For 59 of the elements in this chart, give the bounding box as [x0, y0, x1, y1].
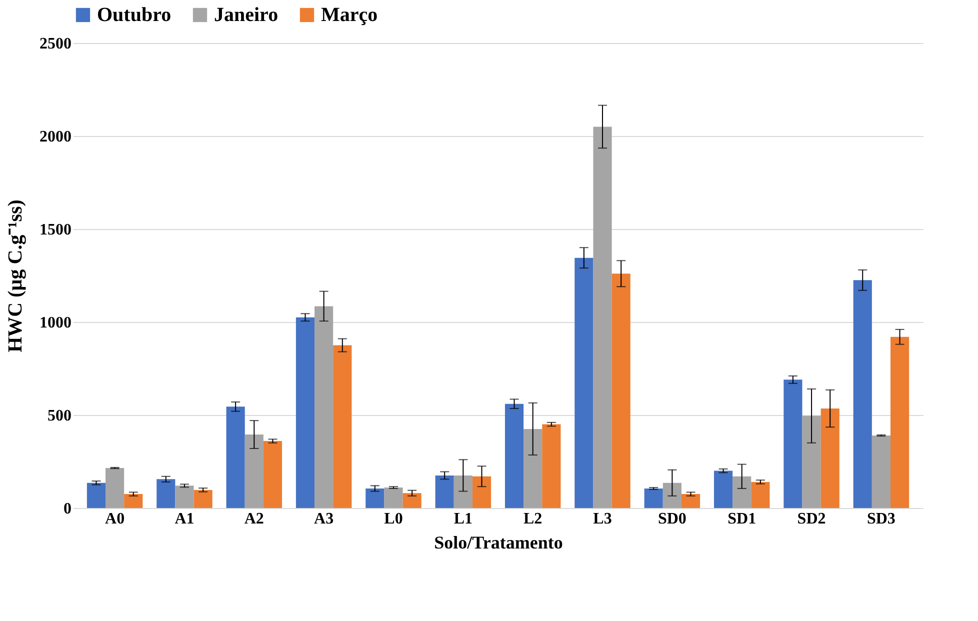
bar — [662, 482, 682, 508]
bar — [106, 468, 124, 508]
bar — [644, 488, 663, 508]
x-tick-label: SD1 — [728, 510, 756, 528]
bar — [156, 479, 176, 508]
x-axis-title: Solo/Tratamento — [434, 532, 563, 552]
bar — [402, 493, 422, 508]
bar — [472, 476, 492, 508]
legend-label: Março — [321, 4, 378, 26]
y-tick-label: 1500 — [40, 222, 72, 238]
bar — [732, 476, 752, 508]
y-tick-label: 2000 — [40, 128, 72, 146]
bar — [175, 486, 194, 508]
y-tick-label: 1000 — [40, 314, 72, 332]
bar — [890, 336, 910, 508]
bar — [593, 126, 612, 508]
bar — [226, 406, 245, 508]
legend-label: Outubro — [97, 4, 172, 26]
x-tick-label: L3 — [593, 510, 612, 528]
bar — [784, 380, 802, 508]
bar — [524, 428, 542, 508]
bar — [244, 434, 264, 508]
bar — [296, 317, 315, 508]
bar — [435, 475, 454, 508]
bar — [124, 494, 143, 508]
bar — [853, 280, 872, 508]
x-tick-label: A2 — [244, 510, 264, 528]
bar — [454, 475, 472, 508]
bar — [86, 482, 106, 508]
legend-label: Janeiro — [214, 4, 278, 26]
y-tick-label: 500 — [48, 408, 72, 424]
bar — [263, 441, 282, 508]
y-axis-title: HWC (µg C.g⁻¹ss) — [4, 200, 26, 352]
x-tick-label: L1 — [454, 510, 472, 528]
x-tick-label: A1 — [174, 510, 194, 528]
bar — [366, 488, 384, 508]
bar — [872, 435, 890, 508]
x-tick-label: A0 — [105, 510, 125, 528]
x-tick-label: L0 — [384, 510, 403, 528]
bar — [194, 490, 212, 508]
bar — [384, 488, 403, 508]
bar — [802, 416, 821, 508]
bar — [542, 424, 561, 508]
bar — [333, 345, 352, 508]
bar — [820, 408, 840, 508]
bar — [314, 306, 334, 508]
x-tick-label: L2 — [524, 510, 542, 528]
bar — [612, 274, 630, 508]
bar — [574, 258, 594, 508]
bar — [751, 482, 770, 508]
x-tick-label: SD3 — [866, 510, 896, 528]
x-tick-label: SD2 — [797, 510, 826, 528]
y-tick-label: 0 — [64, 500, 72, 518]
y-tick-label: 2500 — [40, 36, 72, 52]
bar — [504, 404, 524, 508]
x-tick-label: SD0 — [658, 510, 686, 528]
x-tick-label: A3 — [314, 510, 334, 528]
bar — [714, 470, 733, 508]
bar — [681, 494, 700, 508]
